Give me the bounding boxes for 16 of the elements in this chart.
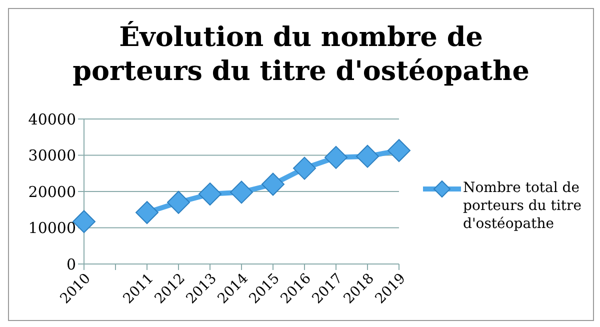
- y-tick-label: 10000: [28, 219, 76, 238]
- point: [324, 146, 348, 169]
- y-tick-label: 0: [66, 255, 76, 274]
- point: [388, 139, 410, 162]
- y-tick-label: 30000: [28, 146, 76, 165]
- point: [293, 156, 316, 180]
- point: [262, 172, 284, 196]
- chart-title: Évolution du nombre de porteurs du titre d'ostéopathe: [72, 21, 530, 89]
- point: [198, 182, 222, 206]
- point: [356, 144, 379, 168]
- point: [230, 180, 253, 204]
- point: [167, 190, 190, 214]
- y-tick-label: 40000: [28, 110, 76, 128]
- legend-label: Nombre total de porteurs du titre d'ostéopathe: [463, 179, 582, 233]
- y-tick-label: 20000: [28, 182, 76, 201]
- point: [136, 201, 158, 224]
